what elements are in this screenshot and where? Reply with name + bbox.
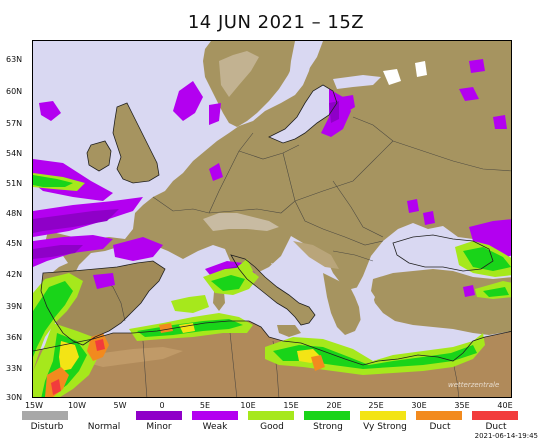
legend-label-strong: Strong	[313, 422, 343, 432]
legend-swatch-duct-strong	[472, 411, 518, 420]
lake-onega	[415, 61, 427, 77]
lat-label-54n: 54N	[6, 149, 23, 158]
lon-label-40e: 40E	[497, 401, 513, 410]
lat-label-63n: 63N	[6, 55, 23, 64]
ducting-duct-strong-areas	[51, 339, 105, 395]
lat-label-60n: 60N	[6, 87, 23, 96]
lat-label-33n: 33N	[6, 364, 23, 373]
legend-label-good: Good	[260, 422, 284, 432]
scandes	[219, 51, 259, 97]
lat-label-48n: 48N	[6, 209, 23, 218]
lat-label-57n: 57N	[6, 119, 23, 128]
lon-label-5e: 5E	[199, 401, 211, 410]
legend-label-disturb: Disturb	[30, 422, 64, 432]
legend-label-weak: Weak	[202, 422, 228, 432]
lat-label-42n: 42N	[6, 270, 23, 279]
legend-swatch-strong	[304, 411, 350, 420]
aegean-sea	[351, 285, 375, 323]
alps	[203, 213, 279, 231]
greece-land	[323, 273, 363, 335]
lon-label-0: 0	[159, 401, 165, 410]
lon-label-35e: 35E	[454, 401, 470, 410]
watermark: wetterzentrale	[448, 381, 500, 389]
lon-label-5w: 5W	[113, 401, 127, 410]
sicily-land	[277, 325, 301, 337]
legend-label-duct: Duct	[429, 422, 451, 432]
turkey-land	[371, 269, 511, 335]
country-borders	[98, 116, 511, 397]
lat-label-51n: 51N	[6, 179, 23, 188]
europe-land	[41, 41, 511, 316]
timestamp: 2021-06-14-19:45	[474, 432, 538, 440]
lat-label-36n: 36N	[6, 333, 23, 342]
legend-swatch-minor	[136, 411, 182, 420]
lat-label-45n: 45N	[6, 239, 23, 248]
lon-label-10e: 10E	[240, 401, 256, 410]
lon-label-15w: 15W	[24, 401, 44, 410]
lon-label-10w: 10W	[67, 401, 87, 410]
great-britain-land	[113, 103, 159, 183]
lon-label-15e: 15E	[283, 401, 299, 410]
lake-ladoga	[383, 69, 401, 85]
legend-label-very-strong: Vy Strong	[363, 422, 407, 432]
lon-label-30e: 30E	[411, 401, 427, 410]
lat-label-30n: 30N	[6, 393, 23, 402]
atlas-mountains	[73, 347, 183, 367]
legend-swatch-good	[248, 411, 294, 420]
legend-swatch-normal	[80, 411, 126, 420]
coastlines	[33, 84, 511, 366]
legend-swatch-very-strong	[360, 411, 406, 420]
adriatic-sea	[271, 263, 321, 303]
legend-swatch-weak	[192, 411, 238, 420]
legend-swatch-duct	[416, 411, 462, 420]
legend-swatch-disturb	[22, 411, 68, 420]
legend-label-minor: Minor	[146, 422, 172, 432]
gulf-of-bothnia	[289, 41, 323, 89]
gulf-of-finland	[333, 75, 381, 89]
ducting-map	[32, 40, 512, 398]
map-title: 14 JUN 2021 – 15Z	[187, 12, 365, 33]
legend-label-normal: Normal	[87, 422, 121, 432]
ireland-land	[87, 141, 111, 171]
lat-label-39n: 39N	[6, 302, 23, 311]
lon-label-20e: 20E	[326, 401, 342, 410]
legend-label-duct-strong: Duct	[485, 422, 507, 432]
lon-label-25e: 25E	[368, 401, 384, 410]
dinaric	[293, 241, 339, 269]
map-canvas	[33, 41, 511, 397]
